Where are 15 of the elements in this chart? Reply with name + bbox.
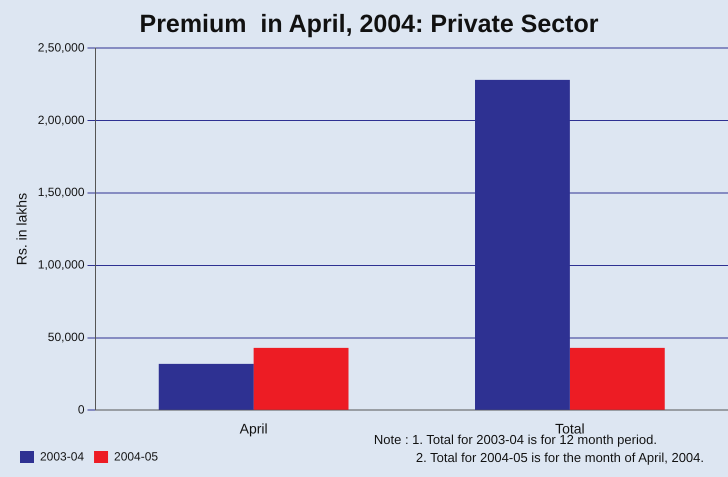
- legend-label: 2004-05: [114, 449, 158, 464]
- y-tick-label: 1,50,000: [38, 185, 85, 200]
- y-tick-label: 1,00,000: [38, 258, 85, 272]
- y-tick-label: 0: [78, 402, 85, 417]
- bar: [158, 364, 254, 410]
- y-axis-title: Rs. in lakhs: [13, 192, 30, 266]
- text: 2. Total for 2004-05 is for the month of April, 2004.: [414, 449, 704, 467]
- chart-title: Premium in April, 2004: Private Sector: [140, 10, 599, 38]
- y-tick-label: 50,000: [48, 330, 85, 344]
- y-tick-label: 2,00,000: [38, 112, 85, 127]
- bar: [254, 348, 349, 410]
- y-tick-label: 2,50,000: [38, 40, 85, 54]
- legend-label: 2003-04: [40, 449, 84, 464]
- x-tick-label: April: [240, 420, 268, 436]
- bar: [570, 348, 665, 410]
